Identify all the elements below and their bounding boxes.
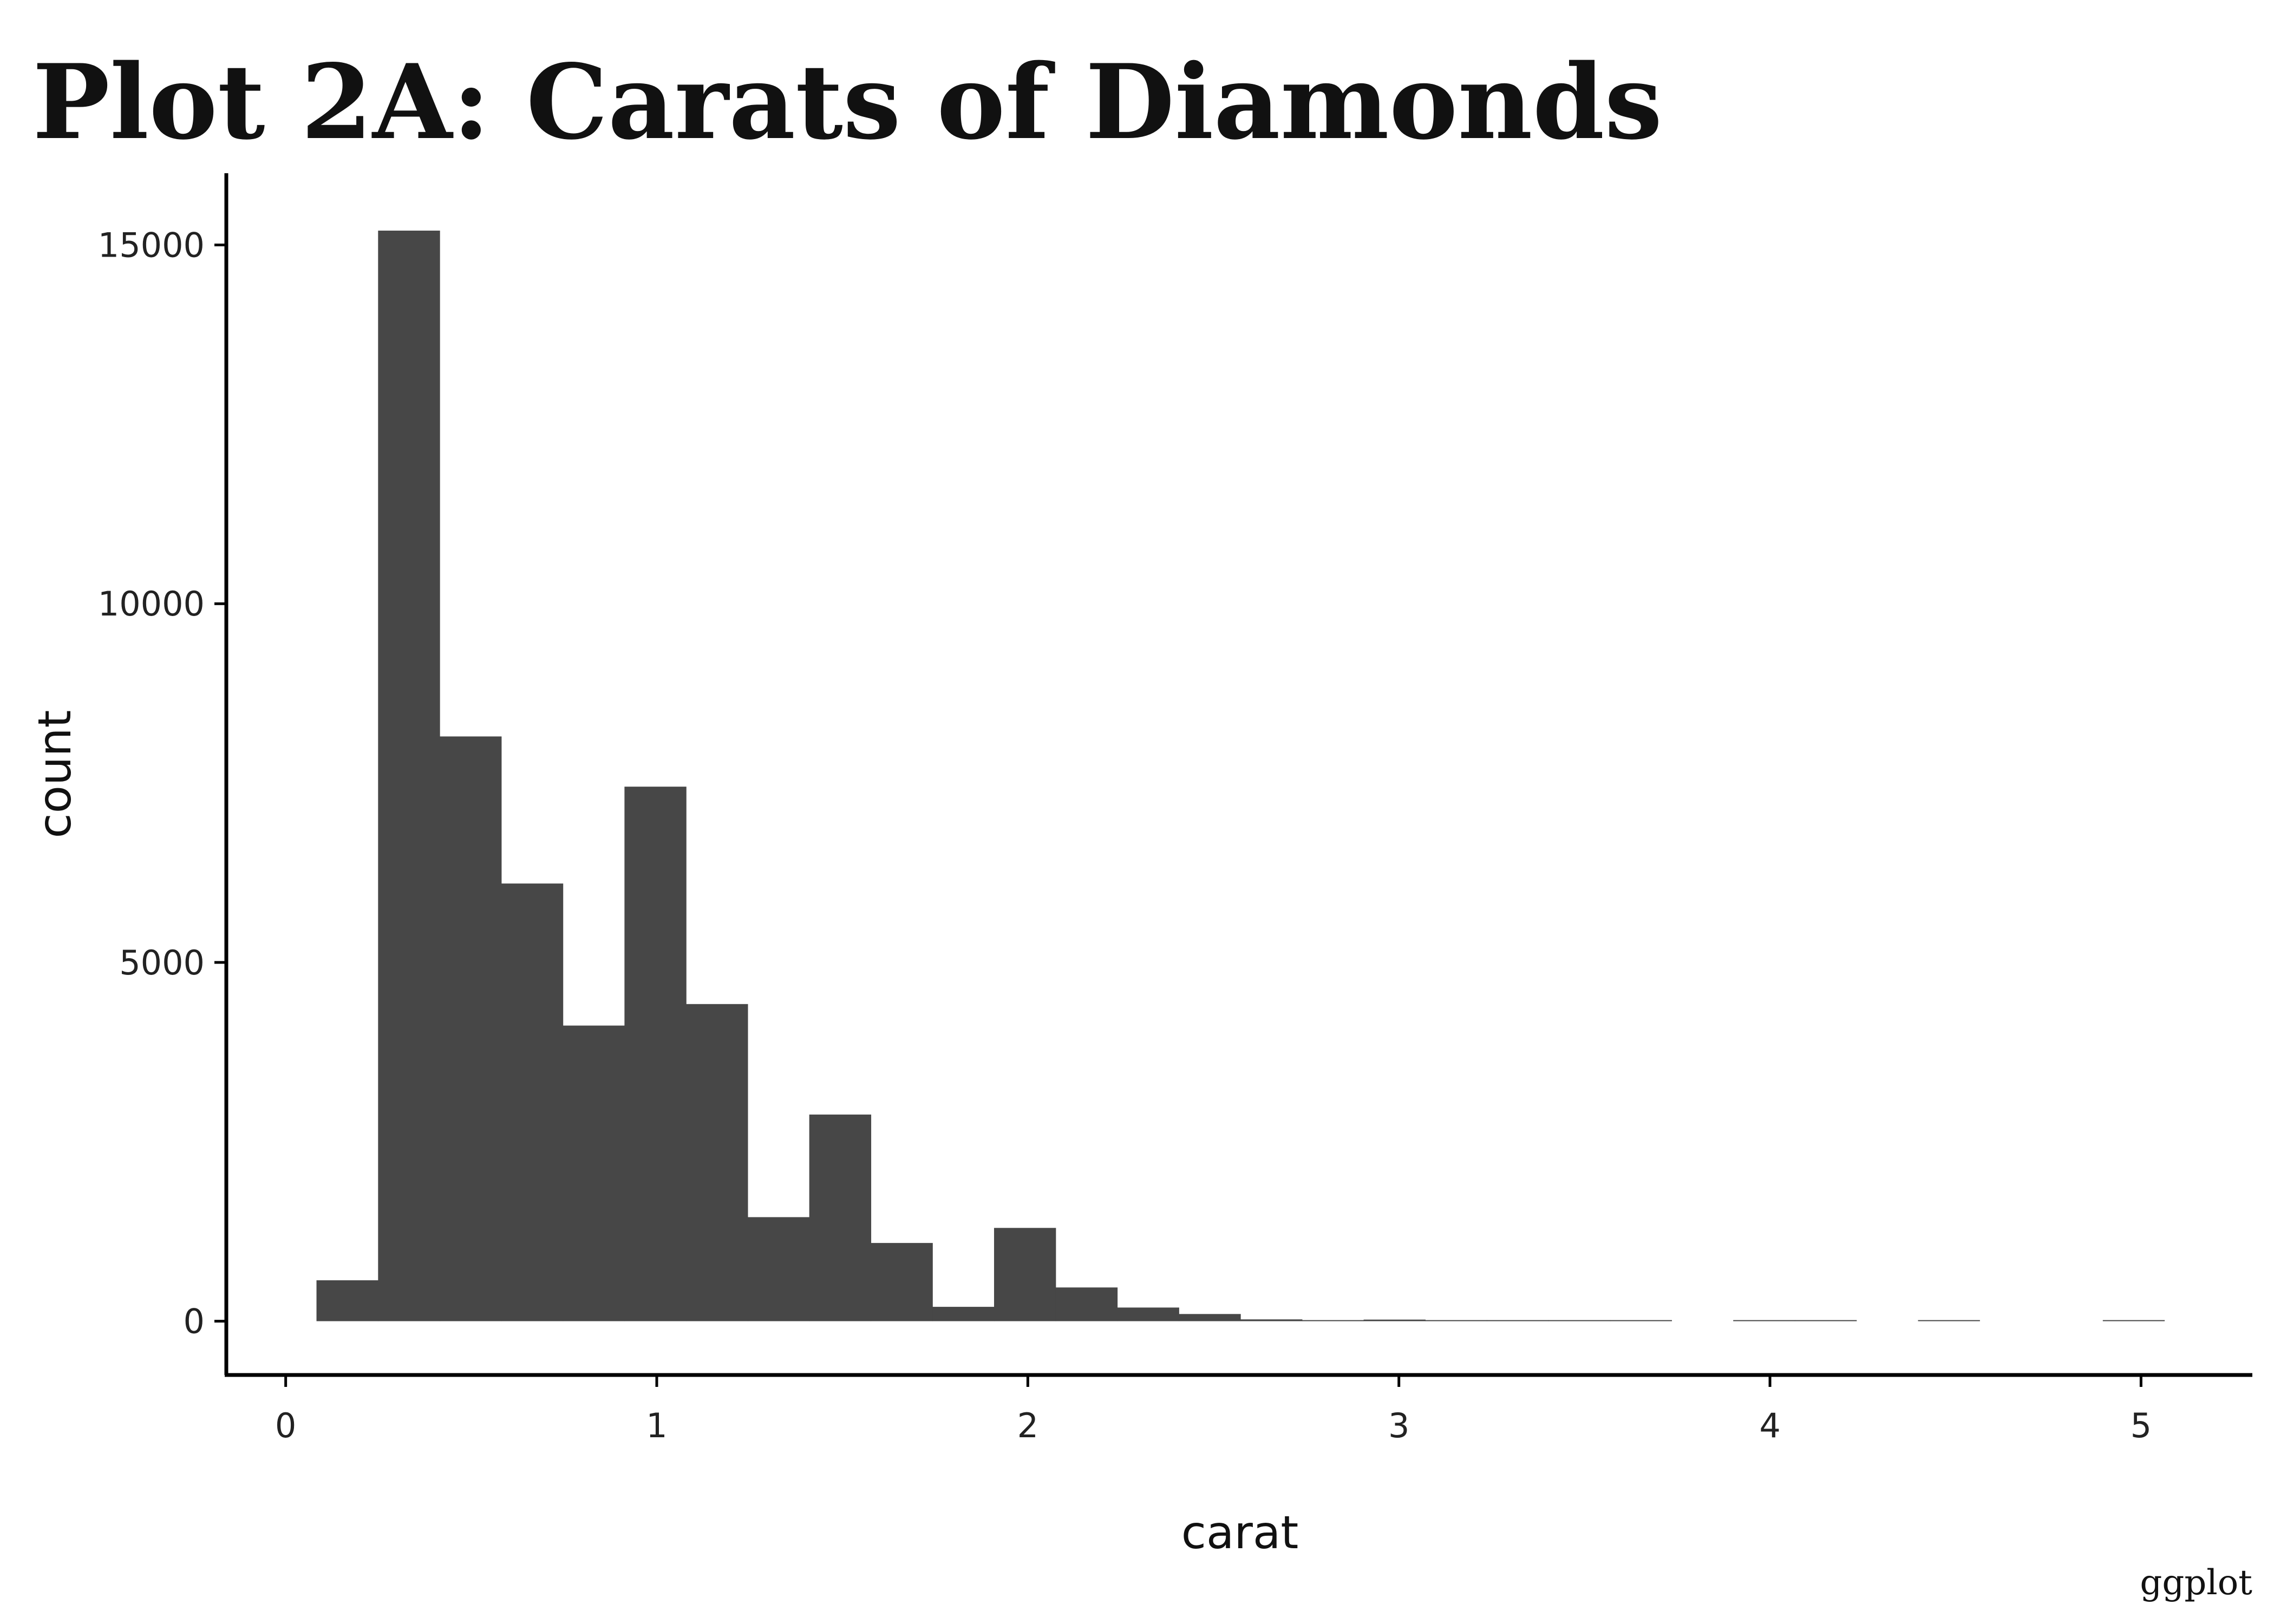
chart-title: Plot 2A: Carats of Diamonds [32,42,1662,162]
histogram-bar [563,1025,625,1321]
x-tick-label: 2 [1017,1406,1038,1445]
histogram-bar [1733,1320,1795,1321]
x-tick-label: 1 [646,1406,667,1445]
x-tick-label: 3 [1388,1406,1409,1445]
histogram-bar [686,1004,748,1321]
histogram-bar [1179,1314,1241,1321]
histogram-bar [994,1228,1056,1321]
y-tick-label: 15000 [98,226,205,265]
y-tick-label: 10000 [98,584,205,624]
caption-text: ggplot [2140,1563,2252,1603]
histogram-bar [809,1114,872,1321]
histogram-bar [2102,1320,2165,1321]
histogram-bar [1055,1287,1118,1321]
histogram-bar [1548,1320,1611,1321]
y-tick-label: 5000 [119,943,205,983]
histogram-bar [932,1307,995,1321]
x-axis-label: carat [1181,1506,1299,1559]
y-axis-label: count [28,710,81,839]
y-tick-label: 0 [184,1302,205,1341]
histogram-bar [316,1280,378,1321]
histogram-bar [378,231,440,1321]
histogram-bar [501,883,564,1321]
histogram-bar [1363,1319,1426,1321]
histogram-bar [1425,1320,1487,1321]
histogram-bar [1918,1320,1980,1321]
bars-group [316,231,2165,1321]
histogram-bar [1610,1320,1672,1321]
x-tick-label: 0 [275,1406,296,1445]
histogram-bar [440,736,502,1321]
histogram-bar [1240,1319,1303,1321]
x-tick-label: 4 [1759,1406,1780,1445]
histogram-bar [871,1243,933,1321]
histogram-bar [624,787,687,1321]
histogram-bar [1794,1320,1857,1321]
histogram-bar [747,1217,810,1321]
x-axis-ticks: 0 1 2 3 4 5 [275,1375,2152,1445]
histogram-bar [1487,1320,1549,1321]
x-tick-label: 5 [2131,1406,2152,1445]
y-axis-ticks: 0 5000 10000 15000 [98,226,226,1341]
histogram-bar [1302,1320,1364,1321]
histogram-bar [1117,1307,1179,1321]
